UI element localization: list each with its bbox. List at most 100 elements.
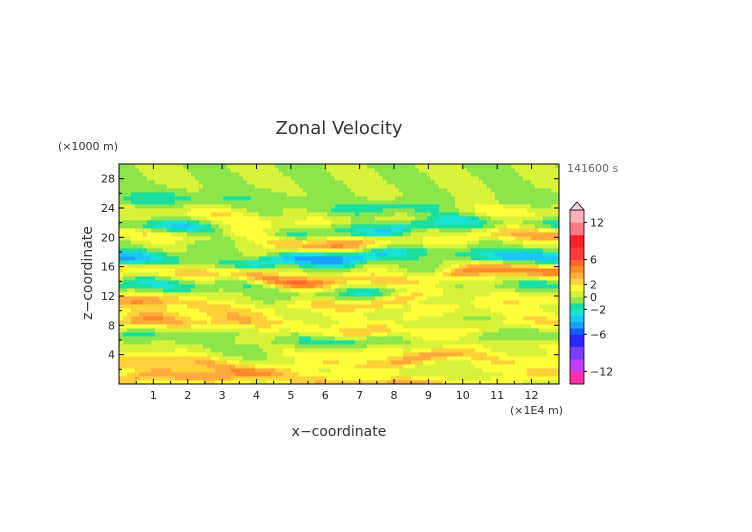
heatmap-cell — [367, 308, 372, 313]
heatmap-cell — [543, 228, 548, 233]
heatmap-cell — [199, 328, 204, 333]
heatmap-cell — [535, 228, 540, 233]
heatmap-cell — [175, 360, 180, 365]
heatmap-cell — [239, 296, 244, 301]
heatmap-cell — [363, 344, 368, 349]
heatmap-cell — [447, 316, 452, 321]
heatmap-cell — [167, 320, 172, 325]
heatmap-cell — [163, 292, 168, 297]
heatmap-cell — [163, 284, 168, 289]
heatmap-cell — [467, 252, 472, 257]
heatmap-cell — [403, 264, 408, 269]
heatmap-cell — [215, 340, 220, 345]
heatmap-cell — [163, 308, 168, 313]
heatmap-cell — [439, 320, 444, 325]
heatmap-cell — [267, 376, 272, 381]
heatmap-cell — [375, 324, 380, 329]
heatmap-cell — [375, 244, 380, 249]
heatmap-cell — [343, 328, 348, 333]
heatmap-cell — [231, 332, 236, 337]
heatmap-cell — [351, 216, 356, 221]
heatmap-cell — [371, 336, 376, 341]
heatmap-cell — [279, 308, 284, 313]
heatmap-cell — [159, 220, 164, 225]
heatmap-cell — [399, 328, 404, 333]
heatmap-cell — [311, 276, 316, 281]
heatmap-cell — [191, 312, 196, 317]
heatmap-cell — [435, 336, 440, 341]
heatmap-cell — [135, 272, 140, 277]
heatmap-cell — [271, 312, 276, 317]
heatmap-cell — [227, 200, 232, 205]
heatmap-cell — [167, 284, 172, 289]
heatmap-cell — [499, 352, 504, 357]
heatmap-cell — [347, 332, 352, 337]
heatmap-cell — [371, 228, 376, 233]
heatmap-cell — [531, 256, 536, 261]
heatmap-cell — [511, 272, 516, 277]
heatmap-cell — [251, 360, 256, 365]
heatmap-cell — [147, 328, 152, 333]
heatmap-cell — [455, 308, 460, 313]
heatmap-cell — [323, 236, 328, 241]
heatmap-cell — [211, 276, 216, 281]
heatmap-cell — [307, 352, 312, 357]
heatmap-cell — [523, 332, 528, 337]
heatmap-cell — [527, 344, 532, 349]
heatmap-cell — [467, 280, 472, 285]
heatmap-cell — [243, 332, 248, 337]
heatmap-cell — [231, 360, 236, 365]
heatmap-cell — [267, 344, 272, 349]
heatmap-cell — [527, 276, 532, 281]
heatmap-cell — [363, 220, 368, 225]
heatmap-cell — [191, 360, 196, 365]
heatmap-cell — [423, 240, 428, 245]
heatmap-cell — [423, 248, 428, 253]
heatmap-cell — [267, 224, 272, 229]
heatmap-cell — [179, 256, 184, 261]
heatmap-cell — [503, 320, 508, 325]
heatmap-cell — [495, 308, 500, 313]
heatmap-cell — [171, 204, 176, 209]
heatmap-cell — [215, 252, 220, 257]
heatmap-cell — [379, 240, 384, 245]
heatmap-cell — [411, 216, 416, 221]
heatmap-cell — [255, 348, 260, 353]
heatmap-cell — [511, 380, 516, 385]
heatmap-cell — [551, 272, 556, 277]
heatmap-cell — [411, 328, 416, 333]
heatmap-cell — [391, 292, 396, 297]
heatmap-cell — [411, 288, 416, 293]
heatmap-cell — [507, 268, 512, 273]
heatmap-cell — [419, 232, 424, 237]
heatmap-cell — [411, 268, 416, 273]
heatmap-cell — [203, 200, 208, 205]
heatmap-cell — [159, 304, 164, 309]
heatmap-cell — [163, 324, 168, 329]
heatmap-cell — [387, 344, 392, 349]
heatmap-cell — [443, 292, 448, 297]
heatmap-cell — [231, 316, 236, 321]
heatmap-cell — [243, 216, 248, 221]
heatmap-cell — [455, 272, 460, 277]
heatmap-cell — [203, 220, 208, 225]
heatmap-cell — [375, 204, 380, 209]
heatmap-cell — [303, 204, 308, 209]
heatmap-cell — [395, 364, 400, 369]
heatmap-cell — [275, 224, 280, 229]
heatmap-cell — [315, 332, 320, 337]
heatmap-cell — [331, 376, 336, 381]
heatmap-cell — [135, 268, 140, 273]
heatmap-cell — [367, 204, 372, 209]
heatmap-cell — [543, 328, 548, 333]
heatmap-cell — [439, 328, 444, 333]
heatmap-cell — [435, 312, 440, 317]
heatmap-cell — [523, 356, 528, 361]
heatmap-cell — [155, 252, 160, 257]
heatmap-cell — [231, 348, 236, 353]
heatmap-cell — [183, 296, 188, 301]
heatmap-cell — [435, 332, 440, 337]
heatmap-cell — [295, 352, 300, 357]
heatmap-cell — [395, 220, 400, 225]
heatmap-cell — [119, 320, 124, 325]
